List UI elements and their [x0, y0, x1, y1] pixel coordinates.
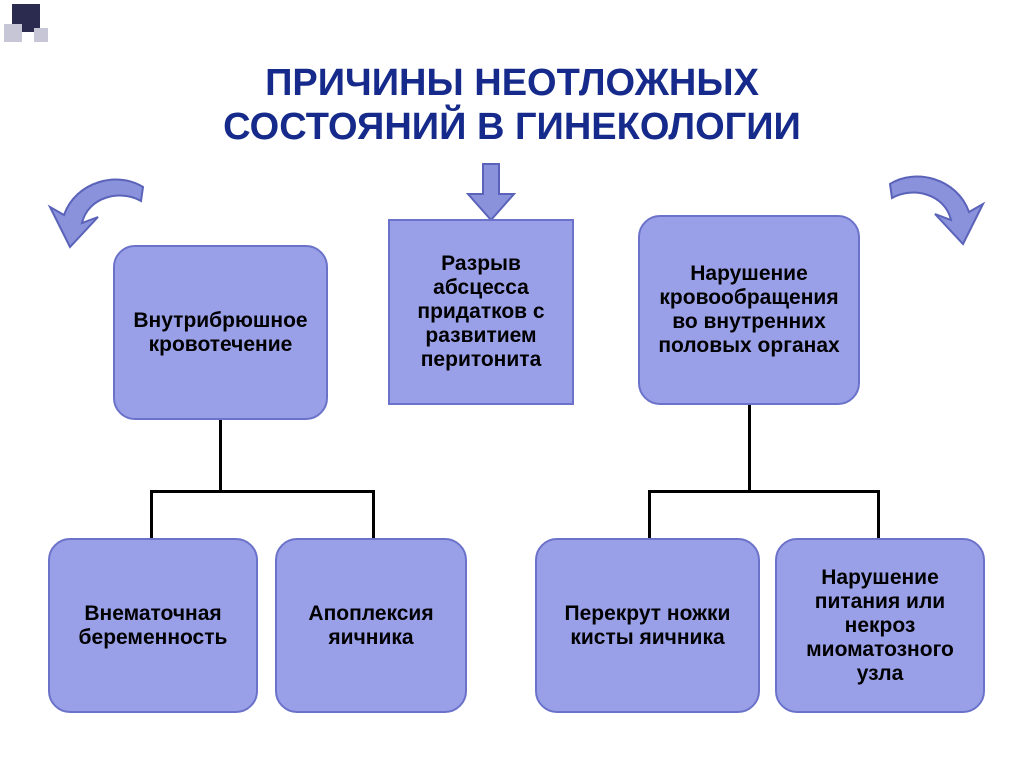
node-top-right: Нарушение кровообращения во внутренних п…	[638, 215, 860, 405]
node-top-left: Внутрибрюшное кровотечение	[113, 245, 328, 420]
node-bot-2: Апоплексия яичника	[275, 538, 467, 713]
connector-left-drop1	[150, 490, 153, 538]
connector-left-bar	[150, 490, 375, 493]
curved-arrow-left-path	[50, 180, 143, 247]
connector-left-drop2	[372, 490, 375, 538]
arrow-down-icon	[466, 164, 516, 224]
node-bot-4: Нарушение питания или некроз миоматозног…	[775, 538, 985, 713]
title-line-2: СОСТОЯНИЙ В ГИНЕКОЛОГИИ	[0, 106, 1024, 150]
connector-right-drop1	[648, 490, 651, 538]
connector-left-stem	[219, 420, 222, 490]
slide-title: ПРИЧИНЫ НЕОТЛОЖНЫХ СОСТОЯНИЙ В ГИНЕКОЛОГ…	[0, 62, 1024, 149]
node-bot-1: Внематочная беременность	[48, 538, 258, 713]
curved-arrow-right-path	[890, 177, 983, 244]
arrow-down-shape	[468, 164, 514, 220]
connector-right-drop2	[877, 490, 880, 538]
title-line-1: ПРИЧИНЫ НЕОТЛОЖНЫХ	[0, 62, 1024, 106]
connector-right-bar	[648, 490, 880, 493]
curved-arrow-right-icon	[870, 172, 985, 272]
node-top-mid: Разрыв абсцесса придатков с развитием пе…	[388, 219, 574, 405]
connector-right-stem	[748, 405, 751, 490]
node-bot-3: Перекрут ножки кисты яичника	[535, 538, 760, 713]
